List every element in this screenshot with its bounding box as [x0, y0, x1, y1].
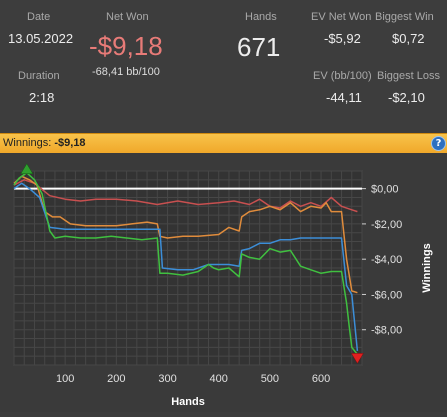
date-label: Date [27, 11, 51, 23]
ev-bb-value: -44,11 [326, 90, 362, 105]
x-tick-label: 600 [312, 373, 330, 385]
series-line-orange [13, 175, 358, 294]
x-tick-label: 200 [107, 373, 125, 385]
y-tick-label: -$4,00 [371, 254, 402, 266]
session-stats-panel: Date 13.05.2022 Duration 2:18 Net Won -$… [0, 0, 447, 133]
series-line-red [13, 179, 358, 213]
help-icon[interactable]: ? [431, 136, 446, 151]
x-tick-label: 500 [261, 373, 279, 385]
biggest-loss-value: -$2,10 [388, 90, 425, 105]
y-tick-label: $0,00 [371, 184, 399, 196]
net-won-label: Net Won [106, 11, 149, 23]
biggest-win-label: Biggest Win [375, 11, 434, 23]
hands-value: 671 [237, 32, 281, 62]
y-tick-label: -$8,00 [371, 325, 402, 337]
x-axis-label: Hands [171, 396, 205, 408]
winnings-value: -$9,18 [54, 137, 86, 149]
winnings-label: Winnings: [3, 137, 52, 149]
ev-bb-label: EV (bb/100) [313, 70, 372, 82]
winnings-graph-svg: $0,00 -$2,00 -$4,00 -$6,00 -$8,00 100 200 300 40… [13, 163, 433, 408]
winnings-chart: $0,00 -$2,00 -$4,00 -$6,00 -$8,00 100 200 300 40… [0, 153, 447, 412]
winnings-bar-text: Winnings: -$9,18 [3, 137, 86, 149]
y-tick-label: -$6,00 [371, 289, 402, 301]
series-line-green [13, 172, 358, 355]
x-tick-label: 400 [210, 373, 228, 385]
y-axis-label: Winnings [421, 243, 433, 292]
max-marker-icon [20, 163, 34, 175]
ev-net-won-label: EV Net Won [311, 11, 372, 23]
duration-value: 2:18 [29, 90, 55, 105]
biggest-win-value: $0,72 [392, 31, 425, 46]
net-won-value: -$9,18 [89, 31, 163, 61]
duration-label: Duration [18, 70, 60, 82]
ev-net-won-value: -$5,92 [324, 31, 361, 46]
net-won-bb: -68,41 bb/100 [92, 66, 160, 78]
x-tick-label: 300 [158, 373, 176, 385]
biggest-loss-label: Biggest Loss [377, 70, 440, 82]
winnings-bar: Winnings: -$9,18 [0, 133, 447, 153]
y-tick-label: -$2,00 [371, 219, 402, 231]
min-marker-icon [350, 353, 364, 364]
hands-label: Hands [245, 11, 277, 23]
date-value: 13.05.2022 [8, 31, 74, 46]
series-line-blue [13, 182, 359, 351]
x-tick-label: 100 [56, 373, 74, 385]
